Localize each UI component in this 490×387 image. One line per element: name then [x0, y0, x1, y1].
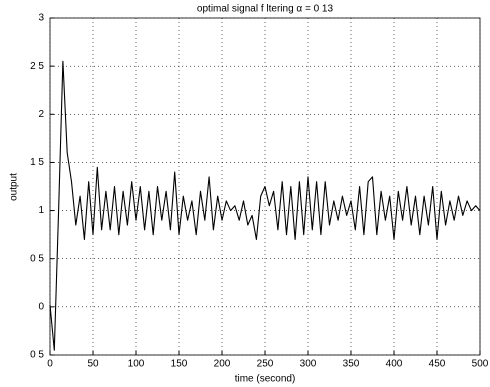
y-tick-label: 2 5	[30, 61, 44, 72]
y-tick-label: 1 5	[30, 157, 44, 168]
y-tick-label: 2	[38, 109, 44, 120]
x-tick-label: 100	[128, 359, 145, 370]
chart-title: optimal signal f ltering α = 0 13	[197, 4, 334, 15]
x-tick-label: 300	[300, 359, 317, 370]
x-axis-label: time (second)	[235, 374, 296, 385]
y-tick-label: 0	[38, 301, 44, 312]
x-tick-label: 200	[214, 359, 231, 370]
y-tick-label: 0 5	[30, 253, 44, 264]
y-axis-label: output	[9, 173, 20, 201]
x-tick-label: 50	[87, 359, 99, 370]
x-tick-label: 450	[429, 359, 446, 370]
x-tick-label: 500	[472, 359, 489, 370]
plot-frame	[49, 17, 481, 356]
x-tick-label: 0	[47, 359, 53, 370]
data-line	[49, 60, 481, 351]
x-tick-label: 250	[257, 359, 274, 370]
y-tick-label: 3	[38, 13, 44, 24]
x-tick-label: 400	[386, 359, 403, 370]
y-tick-label: 1	[38, 205, 44, 216]
x-tick-label: 350	[343, 359, 360, 370]
x-tick-label: 150	[171, 359, 188, 370]
y-tick-label: 0 5	[30, 350, 44, 361]
